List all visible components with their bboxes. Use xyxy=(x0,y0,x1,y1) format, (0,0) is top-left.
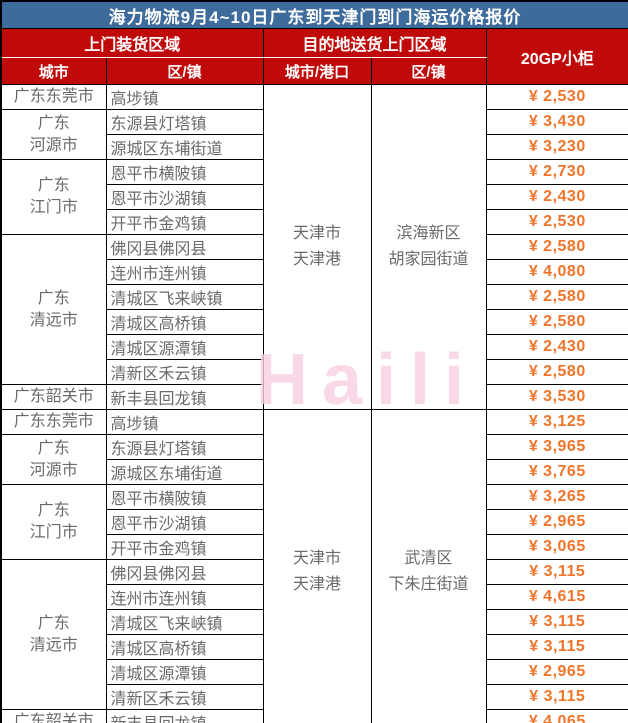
price-cell: ¥ 2,965 xyxy=(485,659,628,685)
price-cell: ¥ 2,965 xyxy=(485,509,628,535)
pickup-city-cell: 广东 江门市 xyxy=(0,484,107,560)
price-cell: ¥ 3,965 xyxy=(485,434,628,460)
header-container-type: 20GP小柜 xyxy=(485,28,628,85)
price-cell: ¥ 2,580 xyxy=(485,359,628,385)
pickup-district-cell: 源城区东埔街道 xyxy=(105,459,264,485)
header-delivery-region: 目的地送货上门区域 xyxy=(262,28,487,58)
table-row: 广东东莞市 高埗镇 天津市 天津港 武清区 下朱庄街道 ¥ 3,125 xyxy=(0,409,628,723)
header-delivery-district: 区/镇 xyxy=(370,57,487,85)
price-cell: ¥ 2,580 xyxy=(485,234,628,260)
price-cell: ¥ 4,065 xyxy=(485,709,628,723)
header-pickup-city: 城市 xyxy=(0,57,107,85)
price-cell: ¥ 4,080 xyxy=(485,259,628,285)
pickup-district-cell: 恩平市横陂镇 xyxy=(105,159,264,185)
price-cell: ¥ 2,530 xyxy=(485,209,628,235)
pickup-district-cell: 东源县灯塔镇 xyxy=(105,109,264,135)
table-row: 广东东莞市 高埗镇 天津市 天津港 滨海新区 胡家园街道 ¥ 2,530 xyxy=(0,84,628,410)
table-row: 连州市连州镇 ¥ 4,080 xyxy=(1,259,628,285)
price-cell: ¥ 4,615 xyxy=(485,584,628,610)
pickup-district-cell: 佛冈县佛冈县 xyxy=(105,234,264,260)
price-cell: ¥ 2,730 xyxy=(485,159,628,185)
price-cell: ¥ 2,530 xyxy=(485,84,628,110)
pickup-district-cell: 高埗镇 xyxy=(105,84,264,110)
page-title: 海力物流9月4~10日广东到天津门到门海运价格报价 xyxy=(0,0,628,29)
pickup-district-cell: 清城区源潭镇 xyxy=(105,659,264,685)
header-pickup-region: 上门装货区域 xyxy=(0,28,264,58)
pickup-city-cell: 广东韶关市 xyxy=(0,384,107,410)
price-cell: ¥ 3,765 xyxy=(485,459,628,485)
price-cell: ¥ 3,115 xyxy=(485,684,628,710)
table-row: 广东 江门市 恩平市横陂镇 ¥ 3,265 xyxy=(0,484,628,560)
pickup-district-cell: 东源县灯塔镇 xyxy=(105,434,264,460)
table-row: 广东 河源市 东源县灯塔镇 ¥ 3,430 xyxy=(0,109,628,160)
pickup-district-cell: 连州市连州镇 xyxy=(105,584,264,610)
table-row: 清新区禾云镇 ¥ 3,115 xyxy=(1,684,628,710)
price-cell: ¥ 2,430 xyxy=(485,184,628,210)
pickup-district-cell: 新丰县回龙镇 xyxy=(105,709,264,723)
pickup-district-cell: 高埗镇 xyxy=(105,409,264,435)
table-row: 清城区源潭镇 ¥ 2,430 xyxy=(1,334,628,360)
table-row: 清城区源潭镇 ¥ 2,965 xyxy=(1,659,628,685)
pickup-district-cell: 清新区禾云镇 xyxy=(105,684,264,710)
header-pickup-district: 区/镇 xyxy=(105,57,264,85)
price-cell: ¥ 3,530 xyxy=(485,384,628,410)
pickup-city-cell: 广东东莞市 xyxy=(0,84,107,110)
pickup-district-cell: 清城区飞来峡镇 xyxy=(105,609,264,635)
pickup-district-cell: 恩平市沙湖镇 xyxy=(105,509,264,535)
pickup-district-cell: 开平市金鸡镇 xyxy=(105,534,264,560)
price-cell: ¥ 3,115 xyxy=(485,609,628,635)
table-row: 恩平市沙湖镇 ¥ 2,430 xyxy=(1,184,628,210)
table-row: 广东韶关市 新丰县回龙镇 ¥ 3,530 xyxy=(0,384,628,410)
title-row: 海力物流9月4~10日广东到天津门到门海运价格报价 xyxy=(0,0,628,29)
pickup-district-cell: 开平市金鸡镇 xyxy=(105,209,264,235)
delivery-district-cell: 滨海新区 胡家园街道 xyxy=(370,84,487,410)
price-cell: ¥ 2,580 xyxy=(485,309,628,335)
price-cell: ¥ 3,125 xyxy=(485,409,628,435)
price-cell: ¥ 3,115 xyxy=(485,559,628,585)
table-row: 广东 江门市 恩平市横陂镇 ¥ 2,730 xyxy=(0,159,628,235)
pickup-district-cell: 源城区东埔街道 xyxy=(105,134,264,160)
price-cell: ¥ 3,230 xyxy=(485,134,628,160)
pickup-city-cell: 广东 清远市 xyxy=(0,559,107,710)
price-cell: ¥ 3,265 xyxy=(485,484,628,510)
pickup-district-cell: 清城区高桥镇 xyxy=(105,634,264,660)
price-cell: ¥ 3,115 xyxy=(485,634,628,660)
header-group-row: 上门装货区域 目的地送货上门区域 20GP小柜 xyxy=(0,28,628,85)
table-row: 清城区高桥镇 ¥ 2,580 xyxy=(1,309,628,335)
pickup-city-cell: 广东 河源市 xyxy=(0,434,107,485)
pickup-district-cell: 恩平市横陂镇 xyxy=(105,484,264,510)
pickup-city-cell: 广东 河源市 xyxy=(0,109,107,160)
pickup-district-cell: 恩平市沙湖镇 xyxy=(105,184,264,210)
delivery-district-cell: 武清区 下朱庄街道 xyxy=(370,409,487,723)
delivery-city-cell: 天津市 天津港 xyxy=(262,409,372,723)
pickup-district-cell: 佛冈县佛冈县 xyxy=(105,559,264,585)
header-sub-row: 城市 区/镇 城市/港口 区/镇 xyxy=(0,57,628,85)
pickup-district-cell: 连州市连州镇 xyxy=(105,259,264,285)
pickup-district-cell: 清城区源潭镇 xyxy=(105,334,264,360)
table-row: 广东 清远市 佛冈县佛冈县 ¥ 2,580 xyxy=(0,234,628,385)
pickup-city-cell: 广东韶关市 xyxy=(0,709,107,723)
pickup-district-cell: 清城区高桥镇 xyxy=(105,309,264,335)
pickup-district-cell: 清城区飞来峡镇 xyxy=(105,284,264,310)
pickup-city-cell: 广东东莞市 xyxy=(0,409,107,435)
delivery-city-cell: 天津市 天津港 xyxy=(262,84,372,410)
table-row: 广东 清远市 佛冈县佛冈县 ¥ 3,115 xyxy=(0,559,628,710)
table-row: 源城区东埔街道 ¥ 3,765 xyxy=(1,459,628,485)
pickup-city-cell: 广东 清远市 xyxy=(0,234,107,385)
price-cell: ¥ 3,430 xyxy=(485,109,628,135)
price-cell: ¥ 3,065 xyxy=(485,534,628,560)
header-delivery-city: 城市/港口 xyxy=(262,57,372,85)
table-row: 源城区东埔街道 ¥ 3,230 xyxy=(1,134,628,160)
pickup-city-cell: 广东 江门市 xyxy=(0,159,107,235)
price-cell: ¥ 2,430 xyxy=(485,334,628,360)
pickup-district-cell: 清新区禾云镇 xyxy=(105,359,264,385)
price-cell: ¥ 2,580 xyxy=(485,284,628,310)
pickup-district-cell: 新丰县回龙镇 xyxy=(105,384,264,410)
